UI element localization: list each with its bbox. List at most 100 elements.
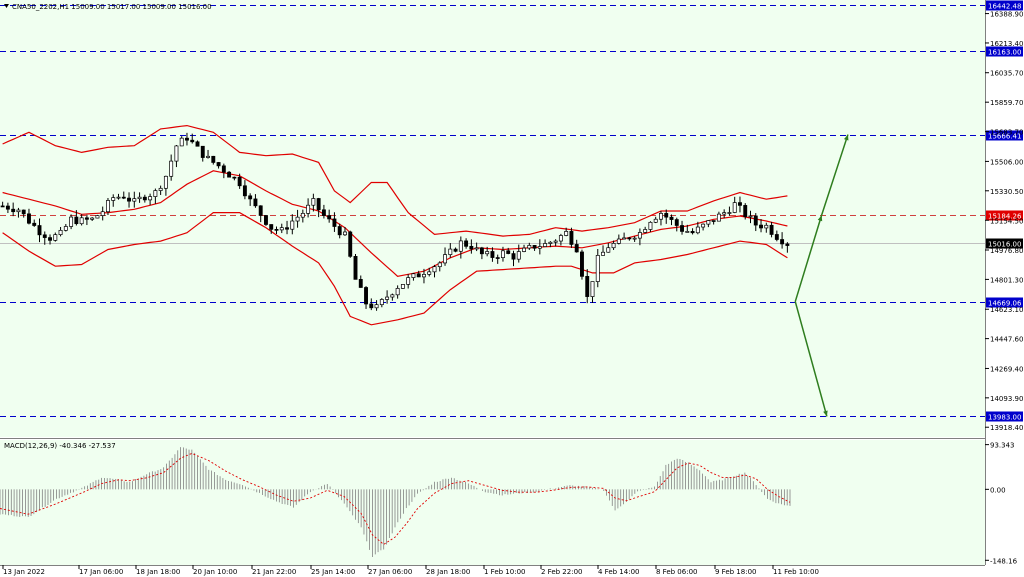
price-tick-label: 16388.90 [990,11,1023,19]
projection-arrows [794,134,849,417]
price-tick-label: 13918.40 [990,424,1023,432]
candle-body [416,273,421,278]
projection-arrowhead [823,410,828,417]
candle-body [511,253,516,260]
candle-body [48,237,52,241]
candle-body [106,200,110,213]
candle-body [506,250,511,254]
price-tick-label: 14976.80 [990,247,1023,255]
candle-body [537,246,542,249]
candle-body [69,216,74,227]
candle-body [643,229,648,233]
candle-body [395,288,400,296]
macd-tick-label: 93.343 [990,442,1015,450]
candle-body [237,176,242,187]
time-axis-ticks: 13 Jan 2022 17 Jan 06:00 18 Jan 18:00 20 Ja… [2,565,819,576]
candle-body [343,231,347,236]
price-tick-label: 15154.50 [990,217,1023,225]
candle-body [479,247,484,255]
time-tick-label: 20 Jan 10:00 [193,568,237,576]
price-pane[interactable]: CNA50_2202,H1 15009.00 15017.00 15009.00… [0,0,985,437]
candle-body [269,224,274,230]
candle-body [11,208,16,213]
candle-body [411,273,416,278]
candle-body [490,251,495,258]
candle-body [522,247,526,252]
bollinger-upper-line [2,124,788,237]
projection-arrowhead [817,215,823,222]
candle-body [200,145,205,158]
time-axis-background [0,565,985,577]
candle-body [174,145,179,162]
candle-body [774,234,779,240]
candle-body [595,255,600,282]
candle-body [142,196,147,201]
candle-body [680,225,684,232]
price-axis-ticks: 16442.48 16163.00 15666.41 15184.26 15016.00… [985,0,1023,432]
candle-body [485,251,490,255]
candle-body [527,245,532,249]
candle-body [674,219,679,226]
candle-body [427,271,432,275]
price-candles [0,132,790,311]
candle-body [321,209,326,216]
candle-body [300,212,305,218]
candle-body [190,139,195,143]
level-tag-15184.26 [986,210,1023,221]
candle-body [743,205,748,217]
dropdown-triangle-icon[interactable] [4,4,9,8]
candle-body [295,216,300,222]
candle-body [390,294,395,298]
price-tick-label: 15859.70 [990,99,1023,107]
candle-body [553,240,558,243]
candle-body [653,218,658,223]
level-tag-16163.00 [986,46,1023,57]
candle-body [611,243,616,249]
candle-body [74,216,79,225]
candle-body [5,205,10,210]
bollinger-lower-line [2,212,788,326]
candle-body [474,247,479,250]
candle-body [58,229,63,235]
candle-body [606,247,611,253]
candle-body [738,202,742,206]
candle-body [0,205,5,208]
time-tick-label: 1 Feb 10:00 [484,568,525,576]
candle-body [458,240,463,252]
candle-body [753,215,758,226]
candle-body [153,190,158,197]
candle-body [63,226,68,231]
level-tag-16442.48 [986,0,1023,11]
level-label-16163.00: 16163.00 [988,49,1021,57]
macd-pane[interactable]: MACD(12,26,9) -40.346 -27.537 [0,440,985,565]
macd-tick-label: -148.16 [990,557,1018,565]
candle-body [169,160,174,177]
candle-body [116,196,121,199]
candle-body [580,251,584,277]
candle-body [669,216,674,220]
macd-signal-line [0,452,791,545]
time-tick-label: 2 Feb 22:00 [541,568,582,576]
price-tick-label: 15506.00 [990,158,1023,166]
candle-body [211,155,216,163]
candle-body [90,217,95,220]
candle-body [590,281,595,297]
candle-body [464,240,469,247]
price-tick-label: 14269.40 [990,365,1023,373]
candle-body [16,209,21,213]
candle-body [437,262,442,268]
candle-body [732,202,737,213]
time-tick-label: 18 Jan 18:00 [136,568,180,576]
candle-body [501,250,505,258]
candle-body [695,226,700,234]
candle-body [290,220,295,230]
candle-body [711,220,716,222]
candle-body [574,244,579,253]
macd-pane-background [0,440,985,565]
candle-body [664,213,669,218]
price-tick-label: 14623.10 [990,306,1023,314]
candle-body [242,185,247,197]
candle-body [716,213,721,222]
level-label-13983.00: 13983.00 [988,414,1021,422]
